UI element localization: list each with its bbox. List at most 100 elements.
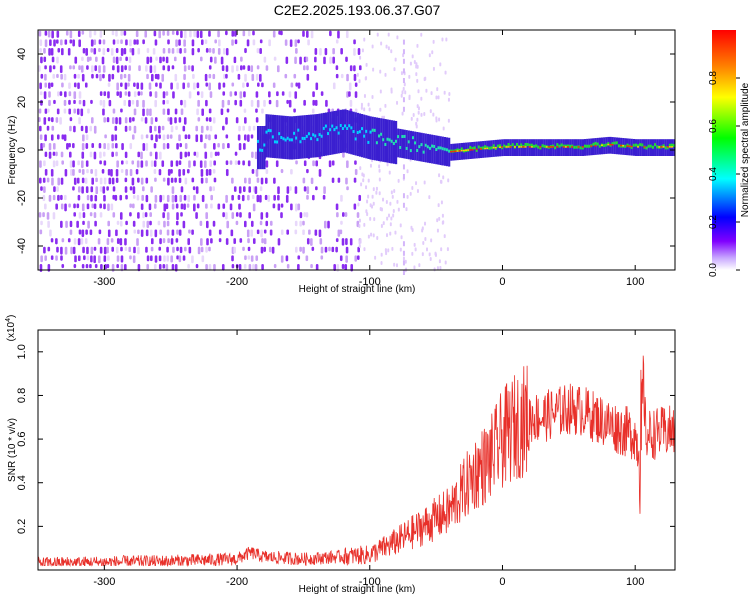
heatmap-cell	[175, 39, 178, 47]
heatmap-cell	[327, 220, 330, 229]
heatmap-cell	[294, 56, 297, 65]
heatmap-cell	[339, 123, 342, 127]
heatmap-cell	[51, 117, 54, 123]
heatmap-cell	[261, 264, 264, 270]
heatmap-cell	[255, 73, 259, 81]
heatmap-cell	[55, 117, 59, 123]
heatmap-cell	[206, 220, 209, 229]
heatmap-cell	[133, 229, 137, 234]
heatmap-cell	[332, 82, 336, 90]
heatmap-cell	[243, 108, 247, 113]
heatmap-cell	[307, 114, 311, 158]
heatmap-cell	[280, 30, 283, 36]
heatmap-cell	[254, 151, 258, 160]
heatmap-cell	[382, 197, 385, 202]
heatmap-cell	[365, 115, 368, 159]
heatmap-cell	[179, 151, 183, 160]
heatmap-cell	[116, 255, 120, 262]
heatmap-cell	[114, 125, 118, 131]
heatmap-cell	[613, 141, 616, 145]
heatmap-cell	[111, 177, 115, 185]
heatmap-cell	[142, 220, 146, 228]
snr-ytick-label: 0.4	[16, 475, 28, 490]
heatmap-cell	[238, 203, 241, 210]
heatmap-cell	[108, 73, 111, 82]
heatmap-cell	[72, 65, 76, 70]
heatmap-cell	[166, 255, 170, 262]
heatmap-cell	[124, 125, 128, 132]
heatmap-cell	[167, 39, 170, 45]
heatmap-cell	[180, 30, 183, 39]
heatmap-cell	[191, 229, 194, 235]
heatmap-cell	[328, 160, 332, 168]
heatmap-cell	[389, 231, 392, 236]
heatmap-cell	[64, 203, 67, 212]
heatmap-cell	[149, 220, 152, 226]
heatmap-cell	[170, 82, 173, 90]
heatmap-cell	[404, 90, 407, 95]
heatmap-cell	[267, 114, 270, 158]
heatmap-cell	[165, 91, 169, 96]
heatmap-cell	[133, 125, 137, 134]
heatmap-cell	[248, 212, 251, 219]
heatmap-cell	[124, 151, 128, 159]
heatmap-cell	[445, 37, 448, 42]
heatmap-cell	[259, 220, 263, 226]
heatmap-cell	[379, 107, 382, 112]
heatmap-cell	[46, 125, 50, 131]
heatmap-cell	[297, 264, 300, 271]
heatmap-cell	[51, 56, 55, 63]
heatmap-cell	[69, 229, 73, 235]
heatmap-cell	[116, 39, 120, 45]
heatmap-cell	[176, 246, 179, 252]
heatmap-cell	[183, 203, 186, 210]
heatmap-cell	[77, 186, 81, 193]
heatmap-cell	[340, 194, 343, 202]
heatmap-cell	[163, 203, 167, 212]
heatmap-cell	[171, 48, 175, 54]
heatmap-cell	[248, 125, 251, 132]
heatmap-cell	[301, 136, 304, 140]
heatmap-cell	[609, 143, 612, 146]
heatmap-cell	[353, 177, 357, 183]
heatmap-cell	[311, 108, 315, 114]
heatmap-cell	[596, 142, 599, 146]
heatmap-cell	[86, 246, 89, 255]
heatmap-cell	[44, 108, 48, 114]
heatmap-cell	[386, 162, 389, 167]
heatmap-cell	[205, 99, 208, 107]
heatmap-cell	[61, 48, 64, 56]
heatmap-cell	[56, 73, 59, 79]
heatmap-cell	[384, 248, 387, 253]
heatmap-cell	[243, 143, 246, 150]
heatmap-cell	[469, 145, 472, 149]
heatmap-cell	[149, 125, 152, 134]
heatmap-cell	[256, 194, 260, 203]
heatmap-cell	[44, 65, 47, 70]
heatmap-cell	[142, 186, 145, 192]
heatmap-cell	[111, 246, 114, 252]
snr-xlabel: Height of straight line (km)	[299, 584, 416, 595]
heatmap-cell	[90, 99, 93, 104]
heatmap-cell	[78, 39, 81, 48]
heatmap-cell	[252, 30, 255, 36]
heatmap-cell	[402, 260, 405, 266]
heatmap-cell	[93, 246, 97, 251]
heatmap-cell	[191, 255, 194, 264]
heatmap-cell	[47, 246, 51, 252]
heatmap-cell	[562, 144, 565, 148]
heatmap-cell	[447, 97, 450, 102]
heatmap-cell	[90, 186, 94, 193]
heatmap-cell	[80, 108, 84, 117]
heatmap-cell	[424, 143, 427, 147]
heatmap-cell	[91, 203, 95, 209]
heatmap-cell	[393, 262, 396, 267]
heatmap-cell	[91, 73, 94, 79]
heatmap-cell	[223, 73, 226, 80]
heatmap-cell	[441, 37, 444, 42]
heatmap-cell	[314, 99, 318, 106]
heatmap-cell	[98, 143, 102, 149]
heatmap-cell	[654, 143, 657, 147]
